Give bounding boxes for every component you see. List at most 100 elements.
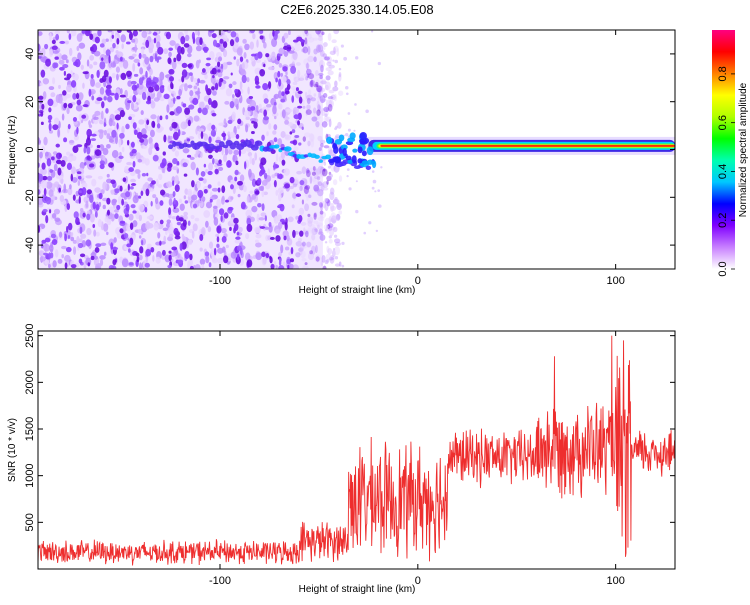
noise-blob [134, 169, 141, 174]
noise-blob [125, 175, 128, 184]
noise-blob [122, 177, 127, 183]
noise-blob [316, 176, 321, 181]
noise-blob [207, 170, 213, 176]
noise-blob [300, 75, 305, 81]
noise-blob [306, 196, 309, 201]
noise-blob [90, 78, 96, 87]
noise-blob [44, 43, 49, 50]
noise-blob [168, 76, 175, 82]
noise-blob [292, 191, 296, 200]
noise-blob [250, 106, 256, 111]
noise-blob [131, 38, 136, 43]
noise-blob [317, 231, 324, 236]
noise-blob [52, 77, 56, 85]
noise-blob [128, 116, 132, 121]
noise-blob [78, 42, 86, 49]
noise-blob [284, 222, 288, 231]
noise-blob [129, 222, 134, 230]
signal-blob [206, 143, 216, 151]
noise-blob [73, 211, 79, 219]
noise-blob [71, 155, 77, 161]
noise-blob [40, 111, 44, 117]
noise-blob [233, 40, 239, 49]
noise-blob [312, 111, 316, 116]
noise-blob [168, 68, 175, 75]
noise-blob [205, 255, 210, 264]
noise-blob [283, 32, 289, 39]
signal-blob [347, 137, 356, 143]
noise-blob [188, 104, 195, 110]
noise-blob [220, 227, 227, 234]
noise-blob [198, 128, 205, 133]
noise-blob [149, 55, 154, 63]
noise-blob [337, 203, 342, 208]
noise-blob [323, 224, 329, 230]
noise-blob [61, 253, 65, 259]
noise-blob [136, 255, 140, 263]
noise-blob [319, 139, 326, 144]
noise-blob [327, 32, 332, 42]
noise-blob [87, 262, 91, 267]
noise-blob [323, 106, 330, 113]
noise-blob [125, 191, 131, 198]
snr-y-label: SNR (10 * v/v) [7, 418, 18, 482]
noise-blob [118, 155, 124, 160]
noise-blob [108, 76, 112, 84]
noise-blob [313, 168, 321, 176]
noise-blob [126, 30, 132, 33]
noise-blob [187, 53, 192, 58]
noise-blob [318, 105, 322, 114]
noise-blob [234, 169, 239, 176]
snr-frame [37, 330, 676, 570]
noise-blob [201, 196, 206, 203]
noise-blob [255, 242, 262, 248]
noise-blob [67, 222, 73, 231]
noise-blob [75, 104, 83, 112]
noise-blob [97, 175, 103, 180]
noise-blob [235, 133, 240, 140]
noise-blob [210, 101, 214, 108]
noise-blob [309, 250, 313, 255]
noise-blob [141, 239, 144, 246]
noise-blob [93, 116, 99, 121]
signal-blob [250, 144, 259, 151]
noise-blob [251, 157, 255, 166]
noise-blob [146, 223, 154, 229]
noise-blob [148, 86, 154, 93]
noise-blob [94, 36, 100, 44]
noise-blob [238, 226, 243, 233]
noise-blob [99, 163, 105, 170]
noise-blob [289, 131, 293, 135]
noise-blob [255, 85, 261, 89]
noise-blob [88, 88, 92, 97]
noise-blob [277, 173, 283, 180]
noise-blob [305, 75, 309, 81]
noise-blob [217, 247, 224, 254]
noise-blob [152, 194, 157, 199]
noise-blob [44, 102, 48, 111]
snr-y-tick-label: 1000 [24, 463, 36, 487]
noise-blob [126, 139, 130, 146]
noise-blob [295, 193, 302, 197]
noise-blob [211, 67, 217, 75]
noise-blob [168, 207, 172, 215]
noise-blob [310, 97, 317, 102]
noise-blob [314, 254, 322, 263]
noise-blob [211, 86, 215, 91]
noise-blob [288, 263, 294, 269]
noise-blob [76, 33, 83, 42]
noise-blob [65, 59, 69, 64]
noise-blob [79, 253, 86, 258]
signal-blob [361, 150, 367, 157]
noise-blob [319, 59, 325, 69]
noise-blob [303, 132, 311, 138]
noise-blob [65, 151, 71, 156]
noise-blob [138, 195, 142, 199]
noise-blob [148, 137, 153, 145]
noise-blob [204, 73, 208, 80]
noise-blob [347, 128, 351, 132]
signal-band-core [380, 144, 675, 147]
noise-blob [311, 171, 316, 176]
noise-blob [70, 236, 75, 242]
spectrogram-y-tick-label: 20 [24, 96, 36, 108]
